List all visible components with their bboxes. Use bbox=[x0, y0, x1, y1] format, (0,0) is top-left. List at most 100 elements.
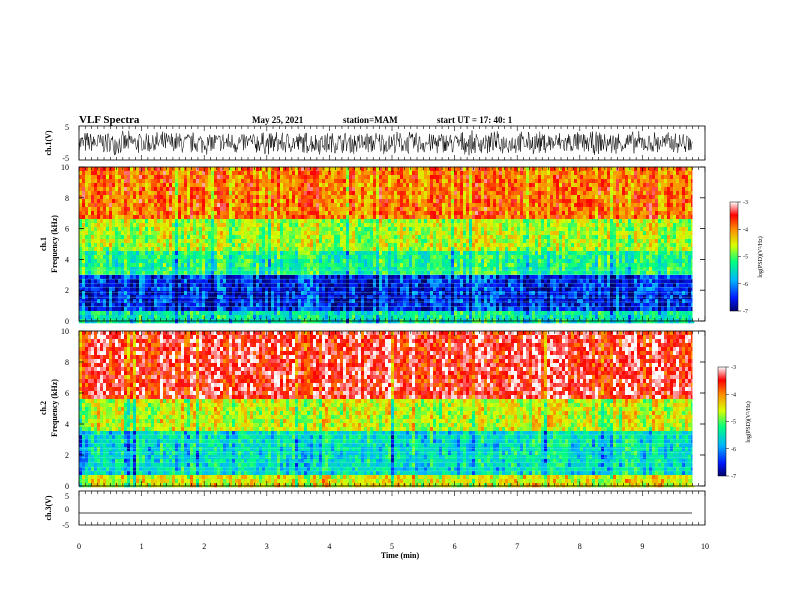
spectrogram-cell bbox=[385, 271, 389, 276]
spectrogram-cell bbox=[325, 247, 329, 252]
spectrogram-cell bbox=[448, 243, 452, 248]
spectrogram-cell bbox=[457, 219, 461, 224]
spectrogram-cell bbox=[262, 287, 266, 292]
spectrogram-cell bbox=[145, 207, 149, 212]
spectrogram-cell bbox=[130, 191, 134, 196]
spectrogram-cell bbox=[193, 263, 197, 268]
spectrogram-cell bbox=[343, 259, 347, 264]
spectrogram-cell bbox=[412, 311, 416, 316]
spectrogram-cell bbox=[202, 275, 206, 280]
spectrogram-cell bbox=[460, 279, 464, 284]
spectrogram-cell bbox=[232, 291, 236, 296]
spectrogram-cell bbox=[100, 287, 104, 292]
spectrogram-cell bbox=[283, 179, 287, 184]
spectrogram-cell bbox=[373, 315, 377, 320]
spectrogram-cell bbox=[190, 271, 194, 276]
spectrogram-cell bbox=[442, 251, 446, 256]
spectrogram-cell bbox=[370, 279, 374, 284]
spectrogram-cell bbox=[316, 287, 320, 292]
spectrogram-cell bbox=[205, 259, 209, 264]
spectrogram-cell bbox=[118, 303, 122, 308]
spectrogram-cell bbox=[307, 211, 311, 216]
spectrogram-cell bbox=[331, 271, 335, 276]
spectrogram-cell bbox=[370, 199, 374, 204]
spectrogram-cell bbox=[406, 299, 410, 304]
spectrogram-cell bbox=[205, 199, 209, 204]
spectrogram-cell bbox=[451, 239, 455, 244]
spectrogram-cell bbox=[355, 311, 359, 316]
spectrogram-cell bbox=[196, 275, 200, 280]
spectrogram-cell bbox=[127, 247, 131, 252]
spectrogram-cell bbox=[436, 231, 440, 236]
spectrogram-cell bbox=[85, 179, 89, 184]
spectrogram-cell bbox=[202, 195, 206, 200]
spectrogram-cell bbox=[112, 179, 116, 184]
spectrogram-cell bbox=[133, 283, 137, 288]
spectrogram-cell bbox=[199, 299, 203, 304]
spectrogram-cell bbox=[310, 283, 314, 288]
spectrogram-cell bbox=[304, 243, 308, 248]
spectrogram-cell bbox=[430, 203, 434, 208]
spectrogram-cell bbox=[358, 267, 362, 272]
spectrogram-cell bbox=[190, 203, 194, 208]
spectrogram-cell bbox=[82, 315, 86, 320]
spectrogram-cell bbox=[157, 287, 161, 292]
spectrogram-cell bbox=[220, 195, 224, 200]
spectrogram-cell bbox=[88, 267, 92, 272]
spectrogram-cell bbox=[130, 219, 134, 224]
spectrogram-cell bbox=[241, 219, 245, 224]
spectrogram-cell bbox=[445, 239, 449, 244]
spectrogram-cell bbox=[292, 259, 296, 264]
spectrogram-cell bbox=[118, 187, 122, 192]
spectrogram-cell bbox=[265, 271, 269, 276]
spectrogram-cell bbox=[370, 223, 374, 228]
spectrogram-cell bbox=[232, 207, 236, 212]
spectrogram-cell bbox=[358, 203, 362, 208]
spectrogram-cell bbox=[376, 283, 380, 288]
spectrogram-cell bbox=[115, 243, 119, 248]
spectrogram-cell bbox=[322, 311, 326, 316]
spectrogram-cell bbox=[130, 239, 134, 244]
spectrogram-cell bbox=[181, 307, 185, 312]
spectrogram-cell bbox=[277, 283, 281, 288]
spectrogram-cell bbox=[337, 227, 341, 232]
spectrogram-cell bbox=[184, 227, 188, 232]
spectrogram-cell bbox=[259, 307, 263, 312]
spectrogram-cell bbox=[304, 239, 308, 244]
spectrogram-cell bbox=[343, 275, 347, 280]
spectrogram-cell bbox=[256, 227, 260, 232]
spectrogram-cell bbox=[97, 227, 101, 232]
spectrogram-cell bbox=[454, 287, 458, 292]
spectrogram-cell bbox=[349, 235, 353, 240]
spectrogram-cell bbox=[334, 219, 338, 224]
spectrogram-cell bbox=[385, 291, 389, 296]
spectrogram-cell bbox=[412, 271, 416, 276]
spectrogram-cell bbox=[175, 223, 179, 228]
spectrogram-cell bbox=[409, 243, 413, 248]
spectrogram-cell bbox=[145, 175, 149, 180]
spectrogram-cell bbox=[199, 267, 203, 272]
spectrogram-cell bbox=[442, 195, 446, 200]
spectrogram-cell bbox=[118, 195, 122, 200]
spectrogram-cell bbox=[274, 311, 278, 316]
spectrogram-cell bbox=[148, 183, 152, 188]
spectrogram-cell bbox=[274, 307, 278, 312]
spectrogram-cell bbox=[418, 179, 422, 184]
spectrogram-cell bbox=[319, 271, 323, 276]
spectrogram-cell bbox=[331, 243, 335, 248]
spectrogram-cell bbox=[316, 283, 320, 288]
spectrogram-cell bbox=[208, 259, 212, 264]
spectrogram-cell bbox=[262, 299, 266, 304]
spectrogram-cell bbox=[316, 203, 320, 208]
spectrogram-cell bbox=[82, 167, 86, 172]
spectrogram-cell bbox=[319, 299, 323, 304]
spectrogram-cell bbox=[295, 207, 299, 212]
spectrogram-cell bbox=[295, 291, 299, 296]
spectrogram-cell bbox=[313, 235, 317, 240]
spectrogram-cell bbox=[343, 231, 347, 236]
spectrogram-cell bbox=[178, 227, 182, 232]
spectrogram-cell bbox=[130, 271, 134, 276]
spectrogram-cell bbox=[313, 267, 317, 272]
spectrogram-cell bbox=[151, 303, 155, 308]
spectrogram-cell bbox=[226, 167, 230, 172]
